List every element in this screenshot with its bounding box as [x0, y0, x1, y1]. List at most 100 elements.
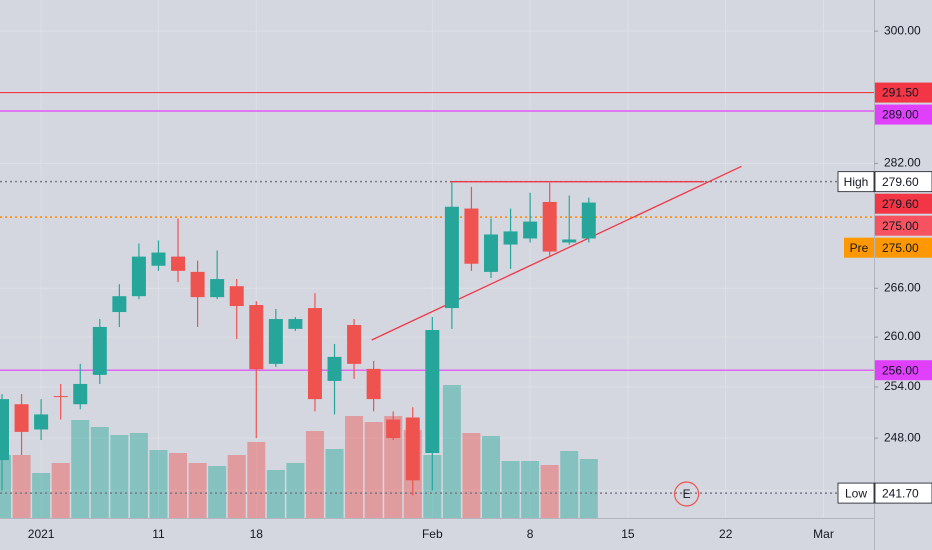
- candle-body: [73, 383, 88, 405]
- volume-bar: [32, 473, 51, 518]
- candle-body: [444, 206, 459, 309]
- price-prefix-box: [844, 237, 874, 258]
- x-tick-label: Mar: [813, 527, 834, 541]
- candle-body: [268, 319, 283, 364]
- candle-body: [14, 404, 29, 432]
- volume-bar: [247, 442, 266, 518]
- candle-body: [210, 279, 225, 298]
- price-prefix: Pre: [850, 241, 869, 255]
- volume-bar: [208, 466, 227, 518]
- volume-bar: [129, 433, 148, 518]
- candle-body: [562, 239, 577, 243]
- x-tick-label: 2021: [28, 527, 55, 541]
- volume-bar: [579, 459, 598, 518]
- volume-bar: [12, 455, 31, 518]
- price-label-box: [874, 171, 932, 193]
- y-tick-label: 266.00: [884, 280, 921, 294]
- price-label: 279.60: [882, 175, 919, 189]
- price-label: 279.60: [882, 197, 919, 211]
- price-label: 275.00: [882, 219, 919, 233]
- y-tick-label: 254.00: [884, 379, 921, 393]
- candle-body: [484, 234, 498, 272]
- volume-bar: [521, 461, 540, 518]
- candle-body: [151, 252, 166, 266]
- price-prefix: Low: [845, 486, 867, 500]
- volume-bar: [462, 433, 481, 518]
- candle-body: [0, 399, 9, 461]
- candle-body: [366, 368, 381, 400]
- price-prefix-box: [837, 482, 875, 504]
- volume-bar: [345, 416, 364, 518]
- candle-body: [542, 201, 557, 252]
- volume-bar: [305, 431, 324, 518]
- event-label: E: [683, 487, 691, 501]
- volume-bar: [188, 463, 207, 518]
- volume-bar: [51, 463, 70, 518]
- price-label: 289.00: [882, 108, 919, 122]
- price-label-box: [875, 104, 932, 125]
- volume-bar: [266, 470, 285, 518]
- price-label-box: [875, 82, 932, 103]
- volume-bar: [149, 450, 168, 518]
- price-label: 241.70: [882, 486, 919, 500]
- candle-body: [34, 414, 49, 430]
- candle-body: [405, 417, 420, 481]
- price-prefix-box: [837, 171, 875, 193]
- x-tick-label: 15: [621, 527, 635, 541]
- candle-body: [229, 286, 244, 307]
- candle-body: [503, 231, 518, 245]
- candle-body: [190, 271, 205, 298]
- x-tick-label: 11: [152, 527, 165, 541]
- candle-body: [581, 202, 596, 239]
- price-label: 256.00: [882, 363, 919, 377]
- price-label: 275.00: [882, 241, 919, 255]
- price-label-box: [874, 482, 932, 504]
- x-tick-label: 22: [719, 527, 733, 541]
- volume-bar: [169, 453, 188, 518]
- volume-bar: [90, 427, 109, 518]
- y-tick-label: 300.00: [884, 23, 921, 37]
- volume-bar: [364, 422, 383, 518]
- volume-bar: [560, 451, 579, 518]
- volume-bar: [71, 420, 90, 518]
- volume-bar: [110, 435, 129, 518]
- volume-bar: [482, 436, 500, 518]
- price-prefix: High: [844, 175, 869, 189]
- candle-body: [288, 319, 303, 329]
- candle-body: [92, 326, 107, 375]
- price-label: 291.50: [882, 86, 919, 100]
- candle-body: [53, 396, 68, 398]
- volume-bar: [0, 455, 11, 518]
- candle-body: [171, 256, 186, 271]
- price-label-box: [875, 237, 932, 258]
- price-label-box: [875, 215, 932, 236]
- candle-body: [347, 325, 362, 364]
- candle-body: [425, 329, 440, 454]
- candle-body: [249, 305, 264, 370]
- volume-bar: [501, 461, 520, 518]
- price-label-box: [875, 193, 932, 214]
- volume-bar: [325, 449, 344, 518]
- x-tick-label: 18: [250, 527, 264, 541]
- volume-bar: [540, 465, 559, 518]
- candle-body: [327, 356, 342, 381]
- candle-body: [464, 208, 479, 264]
- event-marker: [673, 481, 700, 507]
- volume-bar: [442, 385, 461, 518]
- candle-body: [112, 296, 127, 313]
- candle-body: [386, 419, 401, 439]
- volume-bar: [227, 455, 246, 518]
- x-tick-label: 8: [527, 527, 534, 541]
- trendline: [371, 165, 742, 341]
- volume-bar: [384, 416, 403, 518]
- candle-body: [131, 256, 146, 297]
- price-label-box: [875, 360, 932, 381]
- y-tick-label: 248.00: [884, 430, 921, 444]
- y-tick-label: 282.00: [884, 156, 921, 170]
- x-tick-label: Feb: [422, 527, 443, 541]
- volume-bar: [286, 463, 305, 518]
- candle-body: [307, 308, 322, 400]
